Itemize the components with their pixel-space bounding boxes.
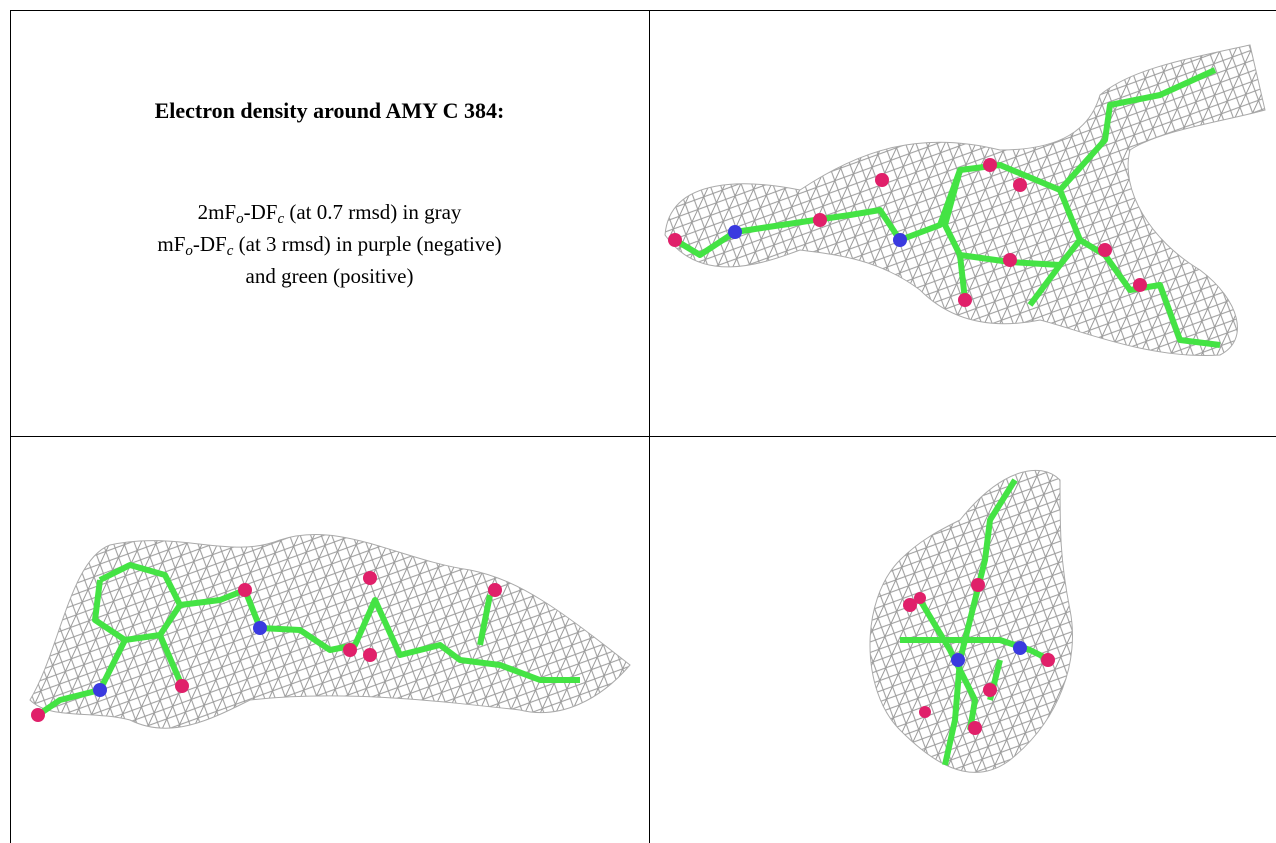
density-view-3 <box>870 470 1073 772</box>
subscript: o <box>236 211 244 227</box>
text-run: and green (positive) <box>246 264 414 288</box>
caption-line: and green (positive) <box>10 260 649 292</box>
subscript: o <box>185 243 193 259</box>
caption-line: 2mFo-DFc (at 0.7 rmsd) in gray <box>10 196 649 228</box>
text-run: (at 3 rmsd) in purple (negative) <box>233 232 501 256</box>
text-run: -DF <box>244 200 278 224</box>
caption-title: Electron density around AMY C 384: <box>10 98 649 124</box>
text-run: 2mF <box>198 200 237 224</box>
text-run: (at 0.7 rmsd) in gray <box>284 200 461 224</box>
mesh <box>665 45 1265 356</box>
page: Electron density around AMY C 384: 2mFo-… <box>0 0 1276 843</box>
mesh <box>30 534 630 728</box>
caption-line: mFo-DFc (at 3 rmsd) in purple (negative) <box>10 228 649 260</box>
text-run: mF <box>157 232 185 256</box>
caption-cell: Electron density around AMY C 384: 2mFo-… <box>10 10 649 436</box>
density-view-1 <box>665 45 1265 356</box>
density-view-2 <box>30 534 630 728</box>
text-run: -DF <box>193 232 227 256</box>
